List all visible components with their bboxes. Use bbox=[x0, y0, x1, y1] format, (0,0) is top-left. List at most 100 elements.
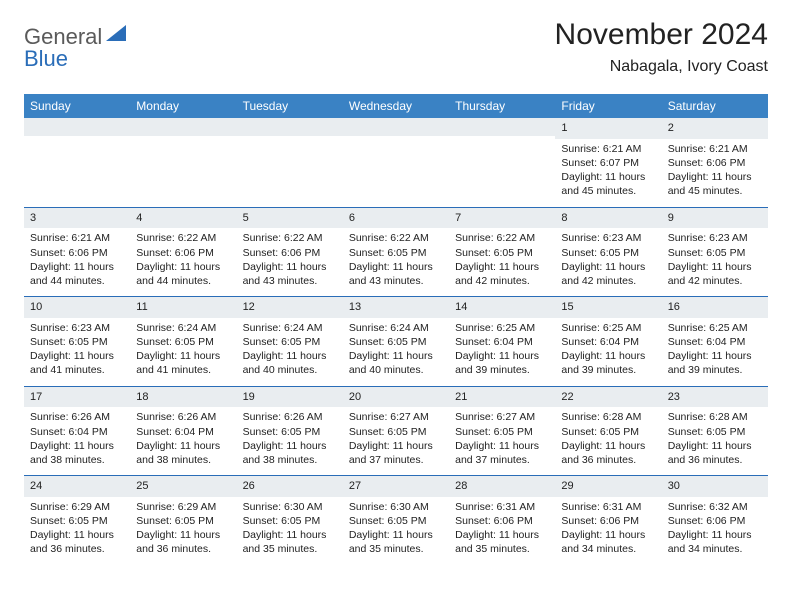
day-detail-line: Sunrise: 6:24 AM bbox=[243, 321, 337, 335]
calendar-cell: 19Sunrise: 6:26 AMSunset: 6:05 PMDayligh… bbox=[237, 386, 343, 476]
day-number: 29 bbox=[555, 476, 661, 497]
day-detail-line: and 43 minutes. bbox=[243, 274, 337, 288]
day-detail-line: and 41 minutes. bbox=[136, 363, 230, 377]
day-detail-line: Sunrise: 6:24 AM bbox=[349, 321, 443, 335]
day-details: Sunrise: 6:27 AMSunset: 6:05 PMDaylight:… bbox=[343, 407, 449, 475]
calendar-week-row: 10Sunrise: 6:23 AMSunset: 6:05 PMDayligh… bbox=[24, 297, 768, 387]
day-number: 3 bbox=[24, 208, 130, 229]
day-detail-line: Daylight: 11 hours bbox=[30, 528, 124, 542]
weekday-header: Sunday bbox=[24, 94, 130, 118]
day-detail-line: Daylight: 11 hours bbox=[668, 349, 762, 363]
day-detail-line: Daylight: 11 hours bbox=[349, 439, 443, 453]
day-number: 1 bbox=[555, 118, 661, 139]
calendar-cell bbox=[343, 118, 449, 207]
day-details: Sunrise: 6:22 AMSunset: 6:06 PMDaylight:… bbox=[130, 228, 236, 296]
day-number: 4 bbox=[130, 208, 236, 229]
calendar-cell bbox=[130, 118, 236, 207]
day-number: 14 bbox=[449, 297, 555, 318]
calendar-cell: 24Sunrise: 6:29 AMSunset: 6:05 PMDayligh… bbox=[24, 476, 130, 565]
day-details: Sunrise: 6:29 AMSunset: 6:05 PMDaylight:… bbox=[130, 497, 236, 565]
calendar-cell: 11Sunrise: 6:24 AMSunset: 6:05 PMDayligh… bbox=[130, 297, 236, 387]
day-detail-line: Sunrise: 6:31 AM bbox=[561, 500, 655, 514]
calendar-cell: 8Sunrise: 6:23 AMSunset: 6:05 PMDaylight… bbox=[555, 207, 661, 297]
day-detail-line: and 35 minutes. bbox=[243, 542, 337, 556]
day-details: Sunrise: 6:30 AMSunset: 6:05 PMDaylight:… bbox=[237, 497, 343, 565]
day-detail-line: Daylight: 11 hours bbox=[668, 170, 762, 184]
day-number: 22 bbox=[555, 387, 661, 408]
calendar-week-row: 24Sunrise: 6:29 AMSunset: 6:05 PMDayligh… bbox=[24, 476, 768, 565]
day-number: 23 bbox=[662, 387, 768, 408]
day-detail-line: and 36 minutes. bbox=[561, 453, 655, 467]
day-detail-line: Sunrise: 6:25 AM bbox=[455, 321, 549, 335]
day-detail-line: Daylight: 11 hours bbox=[136, 349, 230, 363]
day-detail-line: and 44 minutes. bbox=[30, 274, 124, 288]
day-detail-line: Daylight: 11 hours bbox=[136, 528, 230, 542]
day-detail-line: Daylight: 11 hours bbox=[668, 528, 762, 542]
day-detail-line: Daylight: 11 hours bbox=[349, 349, 443, 363]
calendar-cell: 17Sunrise: 6:26 AMSunset: 6:04 PMDayligh… bbox=[24, 386, 130, 476]
day-detail-line: and 35 minutes. bbox=[455, 542, 549, 556]
day-detail-line: Daylight: 11 hours bbox=[668, 439, 762, 453]
day-detail-line: Sunrise: 6:22 AM bbox=[136, 231, 230, 245]
day-detail-line: Sunrise: 6:27 AM bbox=[349, 410, 443, 424]
logo-line2: Blue bbox=[24, 46, 68, 72]
logo-triangle-icon bbox=[106, 25, 126, 46]
day-details: Sunrise: 6:25 AMSunset: 6:04 PMDaylight:… bbox=[555, 318, 661, 386]
day-number: 12 bbox=[237, 297, 343, 318]
day-detail-line: and 41 minutes. bbox=[30, 363, 124, 377]
day-number: 19 bbox=[237, 387, 343, 408]
day-detail-line: Sunrise: 6:22 AM bbox=[243, 231, 337, 245]
day-number: 17 bbox=[24, 387, 130, 408]
day-detail-line: and 43 minutes. bbox=[349, 274, 443, 288]
day-details: Sunrise: 6:31 AMSunset: 6:06 PMDaylight:… bbox=[555, 497, 661, 565]
day-detail-line: Daylight: 11 hours bbox=[243, 528, 337, 542]
weekday-header: Tuesday bbox=[237, 94, 343, 118]
day-detail-line: and 45 minutes. bbox=[561, 184, 655, 198]
day-detail-line: Sunset: 6:06 PM bbox=[455, 514, 549, 528]
calendar-header-row: SundayMondayTuesdayWednesdayThursdayFrid… bbox=[24, 94, 768, 118]
calendar-cell: 9Sunrise: 6:23 AMSunset: 6:05 PMDaylight… bbox=[662, 207, 768, 297]
day-details: Sunrise: 6:22 AMSunset: 6:05 PMDaylight:… bbox=[449, 228, 555, 296]
calendar-week-row: 1Sunrise: 6:21 AMSunset: 6:07 PMDaylight… bbox=[24, 118, 768, 207]
day-detail-line: Sunset: 6:06 PM bbox=[668, 514, 762, 528]
day-detail-line: Daylight: 11 hours bbox=[30, 439, 124, 453]
calendar-cell: 20Sunrise: 6:27 AMSunset: 6:05 PMDayligh… bbox=[343, 386, 449, 476]
calendar-cell: 4Sunrise: 6:22 AMSunset: 6:06 PMDaylight… bbox=[130, 207, 236, 297]
day-number: 16 bbox=[662, 297, 768, 318]
day-details bbox=[343, 136, 449, 147]
day-detail-line: Sunset: 6:04 PM bbox=[136, 425, 230, 439]
day-details: Sunrise: 6:28 AMSunset: 6:05 PMDaylight:… bbox=[555, 407, 661, 475]
day-details: Sunrise: 6:23 AMSunset: 6:05 PMDaylight:… bbox=[555, 228, 661, 296]
calendar-cell bbox=[237, 118, 343, 207]
day-number bbox=[130, 118, 236, 136]
day-number: 13 bbox=[343, 297, 449, 318]
day-detail-line: Sunset: 6:05 PM bbox=[243, 425, 337, 439]
day-detail-line: Sunset: 6:04 PM bbox=[455, 335, 549, 349]
header: General November 2024 Nabagala, Ivory Co… bbox=[24, 18, 768, 76]
day-number: 7 bbox=[449, 208, 555, 229]
day-detail-line: and 36 minutes. bbox=[668, 453, 762, 467]
day-detail-line: and 40 minutes. bbox=[243, 363, 337, 377]
calendar-cell: 28Sunrise: 6:31 AMSunset: 6:06 PMDayligh… bbox=[449, 476, 555, 565]
day-number: 2 bbox=[662, 118, 768, 139]
day-detail-line: Sunset: 6:05 PM bbox=[349, 335, 443, 349]
calendar-cell: 16Sunrise: 6:25 AMSunset: 6:04 PMDayligh… bbox=[662, 297, 768, 387]
day-number bbox=[237, 118, 343, 136]
day-detail-line: Sunrise: 6:29 AM bbox=[136, 500, 230, 514]
day-number: 9 bbox=[662, 208, 768, 229]
day-detail-line: and 34 minutes. bbox=[668, 542, 762, 556]
day-details: Sunrise: 6:22 AMSunset: 6:06 PMDaylight:… bbox=[237, 228, 343, 296]
day-detail-line: Sunrise: 6:29 AM bbox=[30, 500, 124, 514]
day-details: Sunrise: 6:28 AMSunset: 6:05 PMDaylight:… bbox=[662, 407, 768, 475]
day-details: Sunrise: 6:25 AMSunset: 6:04 PMDaylight:… bbox=[662, 318, 768, 386]
day-detail-line: Sunset: 6:07 PM bbox=[561, 156, 655, 170]
day-detail-line: and 45 minutes. bbox=[668, 184, 762, 198]
calendar-cell: 6Sunrise: 6:22 AMSunset: 6:05 PMDaylight… bbox=[343, 207, 449, 297]
day-detail-line: Sunset: 6:05 PM bbox=[349, 425, 443, 439]
calendar-cell: 2Sunrise: 6:21 AMSunset: 6:06 PMDaylight… bbox=[662, 118, 768, 207]
day-details: Sunrise: 6:23 AMSunset: 6:05 PMDaylight:… bbox=[24, 318, 130, 386]
day-detail-line: Daylight: 11 hours bbox=[455, 439, 549, 453]
day-detail-line: and 42 minutes. bbox=[561, 274, 655, 288]
day-detail-line: Sunset: 6:05 PM bbox=[455, 425, 549, 439]
day-number: 10 bbox=[24, 297, 130, 318]
